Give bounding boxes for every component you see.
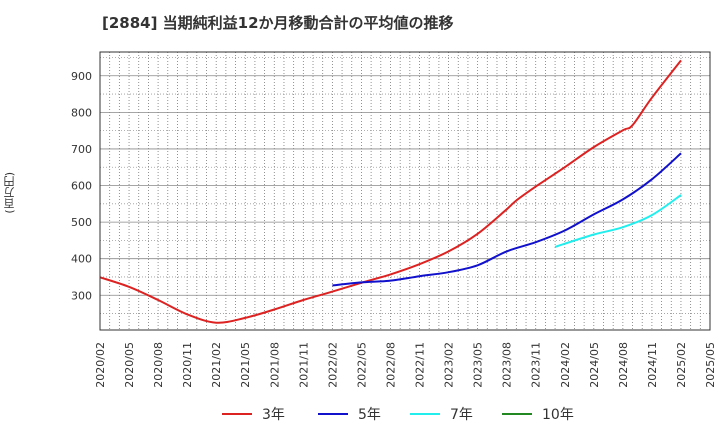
chart-title: [2884] 当期純利益12か月移動合計の平均値の推移 xyxy=(102,14,454,32)
x-tick-label: 2024/02 xyxy=(559,342,572,388)
x-tick-label: 2022/05 xyxy=(355,342,368,388)
series-line-0 xyxy=(99,59,682,324)
x-tick-label: 2021/11 xyxy=(297,342,310,388)
x-tick-label: 2020/02 xyxy=(94,342,107,388)
y-axis-ticks: 300 400 500 600 700 800 900 xyxy=(71,70,92,302)
plot-frame xyxy=(99,51,711,331)
x-tick-label: 2025/05 xyxy=(704,342,717,388)
y-tick-label: 300 xyxy=(71,289,92,302)
x-tick-label: 2020/08 xyxy=(152,342,165,388)
x-tick-label: 2020/05 xyxy=(123,342,136,388)
x-tick-label: 2024/11 xyxy=(646,342,659,388)
y-tick-label: 500 xyxy=(71,216,92,229)
series-lines xyxy=(99,59,682,324)
legend: 3年 5年 7年 10年 xyxy=(222,407,574,423)
x-tick-label: 2023/02 xyxy=(443,342,456,388)
x-tick-label: 2020/11 xyxy=(181,342,194,388)
legend-label: 7年 xyxy=(450,407,473,423)
x-tick-label: 2022/02 xyxy=(326,342,339,388)
y-tick-label: 600 xyxy=(71,180,92,193)
grid xyxy=(100,52,710,330)
y-tick-label: 900 xyxy=(71,70,92,83)
x-axis-ticks: 2020/02 2020/05 2020/08 2020/11 2021/02 2021/… xyxy=(94,342,717,388)
legend-label: 10年 xyxy=(542,407,574,423)
x-tick-label: 2021/05 xyxy=(239,342,252,388)
legend-label: 3年 xyxy=(262,407,285,423)
series-line-2 xyxy=(554,194,682,248)
x-tick-label: 2025/02 xyxy=(675,342,688,388)
y-tick-label: 800 xyxy=(71,106,92,119)
series-line-1 xyxy=(332,152,682,287)
legend-label: 5年 xyxy=(358,407,381,423)
y-tick-label: 400 xyxy=(71,253,92,266)
x-tick-label: 2022/08 xyxy=(384,342,397,388)
x-tick-label: 2023/11 xyxy=(530,342,543,388)
x-tick-label: 2024/05 xyxy=(588,342,601,388)
x-tick-label: 2023/05 xyxy=(472,342,485,388)
y-tick-label: 700 xyxy=(71,143,92,156)
x-tick-label: 2021/02 xyxy=(210,342,223,388)
x-tick-label: 2024/08 xyxy=(617,342,630,388)
x-tick-label: 2021/08 xyxy=(268,342,281,388)
x-tick-label: 2022/11 xyxy=(414,342,427,388)
x-tick-label: 2023/08 xyxy=(501,342,514,388)
